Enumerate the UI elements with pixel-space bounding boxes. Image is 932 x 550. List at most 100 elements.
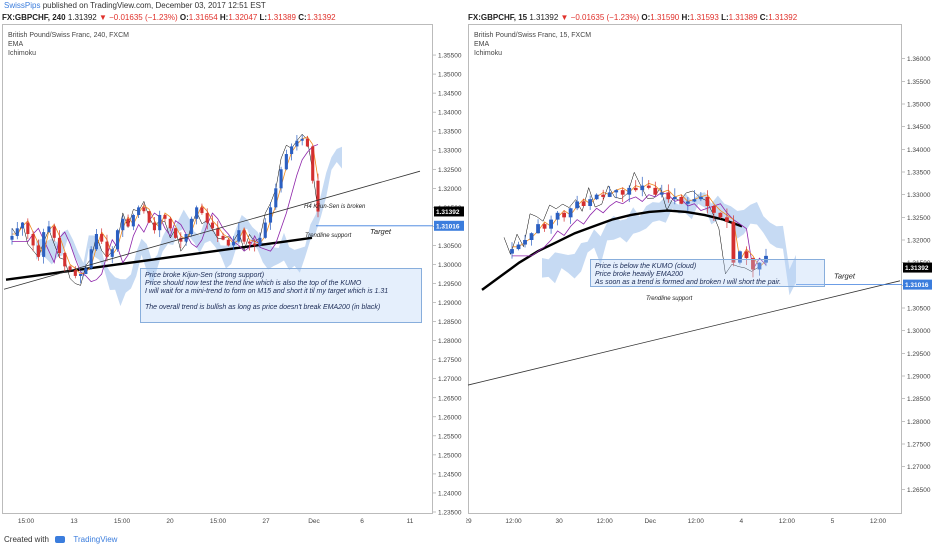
kijun-sen-line — [512, 191, 767, 271]
candle-body — [253, 243, 257, 246]
candle-body — [52, 226, 56, 238]
x-tick-label: 11 — [407, 518, 414, 525]
note-line: I will wait for a mini-trend to form on … — [145, 288, 389, 295]
x-tick-label: 12:00 — [870, 518, 887, 525]
candle-body — [115, 230, 120, 250]
candle-body — [679, 196, 684, 204]
candle-body — [601, 194, 606, 197]
candle-body — [147, 211, 151, 223]
candle-body — [20, 222, 25, 229]
change-value: −0.01635 (−1.23%) — [109, 13, 178, 22]
candle-body — [666, 192, 671, 200]
y-tick-label: 1.27000 — [907, 464, 931, 471]
target-price-label: 1.31016 — [436, 223, 460, 230]
open-label: O: — [179, 13, 189, 22]
x-tick-label: 12:00 — [779, 518, 796, 525]
y-tick-label: 1.30000 — [438, 262, 462, 269]
candle-body — [57, 237, 62, 254]
indicator-ema: EMA — [8, 41, 24, 48]
x-tick-label: 4 — [740, 518, 744, 525]
username-link[interactable]: SwissPips — [4, 1, 41, 10]
x-tick-label: 12:00 — [505, 518, 522, 525]
created-with-text: Created with — [4, 535, 49, 544]
note-line: Price broke heavily EMA200 — [595, 271, 683, 278]
kumo-cloud — [36, 146, 342, 307]
indicator-ema: EMA — [474, 41, 490, 48]
chart-m15: FX:GBPCHF, 15 1.31392 ▼ −0.01635 (−1.23%… — [466, 12, 932, 530]
indicator-ichimoku: Ichimoku — [8, 50, 37, 57]
candle-body — [42, 232, 46, 257]
y-tick-label: 1.29000 — [907, 374, 931, 381]
x-tick-label: 15:00 — [210, 518, 227, 525]
candle-body — [659, 192, 664, 195]
y-tick-label: 1.29500 — [438, 281, 462, 288]
candle-body — [131, 214, 135, 227]
y-tick-label: 1.28500 — [438, 319, 462, 326]
candle-body — [607, 192, 612, 197]
candle-body — [247, 241, 251, 244]
analysis-note: Price broke Kijun-Sen (strong support) P… — [140, 268, 422, 323]
note-line: Price is below the KUMO (cloud) — [595, 263, 697, 270]
symbol-line: FX:GBPCHF, 15 — [468, 13, 528, 22]
target-price-label-bg — [903, 279, 932, 290]
close-value: 1.31392 — [67, 13, 97, 22]
plot-frame[interactable] — [468, 24, 902, 514]
tenkan-sen-line — [512, 182, 767, 268]
y-tick-label: 1.33500 — [438, 129, 462, 136]
candle-body — [711, 206, 716, 213]
x-tick-label: 6 — [360, 518, 364, 525]
candle-body — [210, 222, 215, 229]
y-tick-label: 1.23500 — [438, 510, 462, 517]
y-tick-label: 1.28500 — [907, 396, 931, 403]
low-value: 1.31389 — [728, 13, 758, 22]
close-label: C: — [298, 13, 307, 22]
candle-body — [89, 249, 93, 269]
candle-body — [163, 214, 167, 219]
x-tick-label: 5 — [831, 518, 835, 525]
candle-body — [10, 235, 14, 240]
chikou-span-line — [503, 171, 759, 275]
low-value: 1.31389 — [267, 13, 296, 22]
candle-body — [284, 154, 288, 170]
candle-body — [232, 241, 236, 246]
note-line: Price should now test the trend line whi… — [145, 280, 362, 287]
candle-body — [568, 208, 573, 218]
candle-body — [142, 207, 146, 212]
candle-body — [26, 222, 30, 235]
candle-body — [653, 187, 658, 195]
current-price-label-bg — [434, 206, 464, 217]
y-tick-label: 1.29500 — [907, 351, 931, 358]
candle-body — [152, 222, 157, 231]
trendline-support — [3, 170, 421, 290]
candle-body — [205, 213, 209, 223]
y-tick-label: 1.28000 — [438, 338, 462, 345]
candle-body — [100, 234, 104, 242]
candle-body — [68, 266, 72, 271]
candle-body — [305, 138, 310, 147]
candle-body — [718, 212, 723, 218]
price-plot[interactable]: 1.36000 1.35500 1.35000 1.34500 1.34000 1.335… — [466, 12, 932, 530]
candle-body — [562, 212, 567, 218]
x-tick-label: 27 — [262, 518, 270, 525]
symbol-header: FX:GBPCHF, 15 1.31392 ▼ −0.01635 (−1.23%… — [468, 12, 797, 24]
candle-body — [725, 217, 729, 222]
candle-body — [268, 207, 273, 223]
legend: British Pound/Swiss Franc, 240, FXCM EMA… — [8, 31, 129, 58]
candle-body — [36, 245, 40, 257]
candle-body — [627, 187, 632, 195]
down-arrow-icon: ▼ — [98, 13, 107, 22]
candle-body — [536, 224, 540, 234]
x-tick-label: 20 — [166, 518, 174, 525]
y-tick-label: 1.35000 — [907, 102, 931, 109]
tradingview-link[interactable]: TradingView — [73, 535, 118, 544]
candle-body — [173, 228, 178, 238]
y-tick-label: 1.25000 — [438, 452, 462, 459]
instrument-name: British Pound/Swiss Franc, 15, FXCM — [474, 32, 592, 39]
high-value: 1.32047 — [228, 13, 258, 22]
candle-body — [685, 201, 690, 204]
price-plot[interactable]: 1.35500 1.35000 1.34500 1.34000 1.33500 1.330… — [0, 12, 464, 530]
chart-h4: FX:GBPCHF, 240 1.31392 ▼ −0.01635 (−1.23… — [0, 12, 464, 530]
x-tick-label: 13 — [70, 518, 78, 525]
candle-body — [692, 199, 697, 202]
y-tick-label: 1.30000 — [907, 328, 931, 335]
